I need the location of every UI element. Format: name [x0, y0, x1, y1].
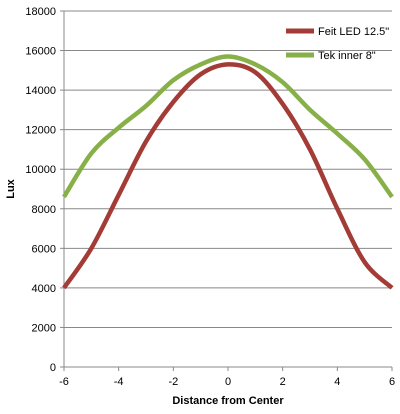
- x-tick-label: 0: [225, 376, 231, 388]
- series-line-tek: [62, 54, 394, 199]
- y-tick-label: 12000: [25, 125, 56, 137]
- y-tick-label: 6000: [32, 243, 56, 255]
- x-tick-label: -6: [59, 376, 69, 388]
- x-axis-title: Distance from Center: [172, 395, 284, 407]
- y-tick-label: 14000: [25, 85, 56, 97]
- y-axis-title: Lux: [5, 178, 17, 198]
- y-tick-label: 16000: [25, 46, 56, 58]
- legend-label-feit: Feit LED 12.5": [318, 26, 389, 38]
- x-tick-label: -4: [114, 376, 124, 388]
- y-tick-labels: 0 2000 4000 6000 8000 10000 12000 14000 16000 180…: [25, 6, 64, 374]
- x-tick-label: -2: [168, 376, 178, 388]
- legend: Feit LED 12.5" Tek inner 8": [286, 26, 389, 62]
- x-tick-label: 4: [334, 376, 340, 388]
- x-tick-label: 6: [389, 376, 395, 388]
- series-line-feit: [62, 62, 394, 290]
- y-tick-label: 2000: [32, 322, 56, 334]
- x-tick-labels: -6 -4 -2 0 2 4 6: [59, 367, 395, 388]
- x-tick-label: 2: [280, 376, 286, 388]
- y-tick-label: 4000: [32, 283, 56, 295]
- series-lines: [62, 54, 394, 290]
- y-tick-label: 8000: [32, 204, 56, 216]
- y-tick-label: 18000: [25, 6, 56, 18]
- legend-label-tek: Tek inner 8": [318, 50, 376, 62]
- y-tick-label: 0: [50, 362, 56, 374]
- y-tick-label: 10000: [25, 164, 56, 176]
